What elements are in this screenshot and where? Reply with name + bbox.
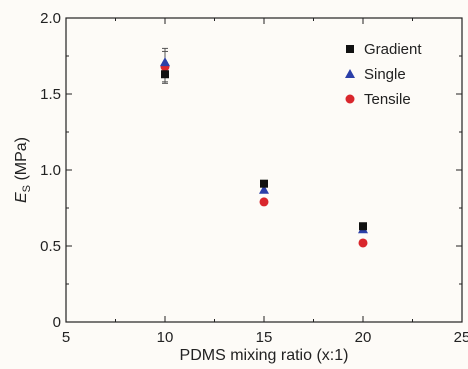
y-tick-label: 2.0 [40,10,61,27]
data-point-tensile [259,197,269,207]
x-tick-label: 5 [62,329,70,346]
data-point-tensile [358,238,368,248]
legend-label-single: Single [364,66,406,83]
y-tick-label: 0 [53,314,61,331]
legend-label-gradient: Gradient [364,41,422,58]
y-axis-title: ES (MPa) [13,137,33,203]
y-axis-title-sub: S [21,185,33,192]
y-axis-title-main: E [13,192,30,203]
x-tick-label: 15 [256,329,273,346]
error-bars [162,47,366,245]
data-points [160,57,368,248]
legend: Gradient Single Tensile [345,41,422,108]
x-tick-label: 20 [355,329,372,346]
legend-marker-single [345,69,355,78]
data-point-gradient [161,70,169,79]
legend-label-tensile: Tensile [364,91,411,108]
y-tick-label: 0.5 [40,238,61,255]
legend-marker-tensile [345,94,355,104]
x-tick-label: 25 [454,329,468,346]
legend-marker-gradient [346,45,354,53]
y-axis-title-unit: (MPa) [13,137,30,185]
x-tick-label: 10 [157,329,174,346]
y-tick-label: 1.5 [40,86,61,103]
axis-ticks [65,17,463,323]
data-point-single [259,184,269,194]
tick-labels: 5 10 15 20 25 0 0.5 1.0 1.5 2.0 [40,10,468,346]
data-point-gradient [260,179,268,188]
plot-frame [65,17,463,323]
data-point-single [160,57,170,67]
x-axis-title: PDMS mixing ratio (x:1) [180,347,349,364]
y-tick-label: 1.0 [40,162,61,179]
data-point-gradient [359,222,367,231]
